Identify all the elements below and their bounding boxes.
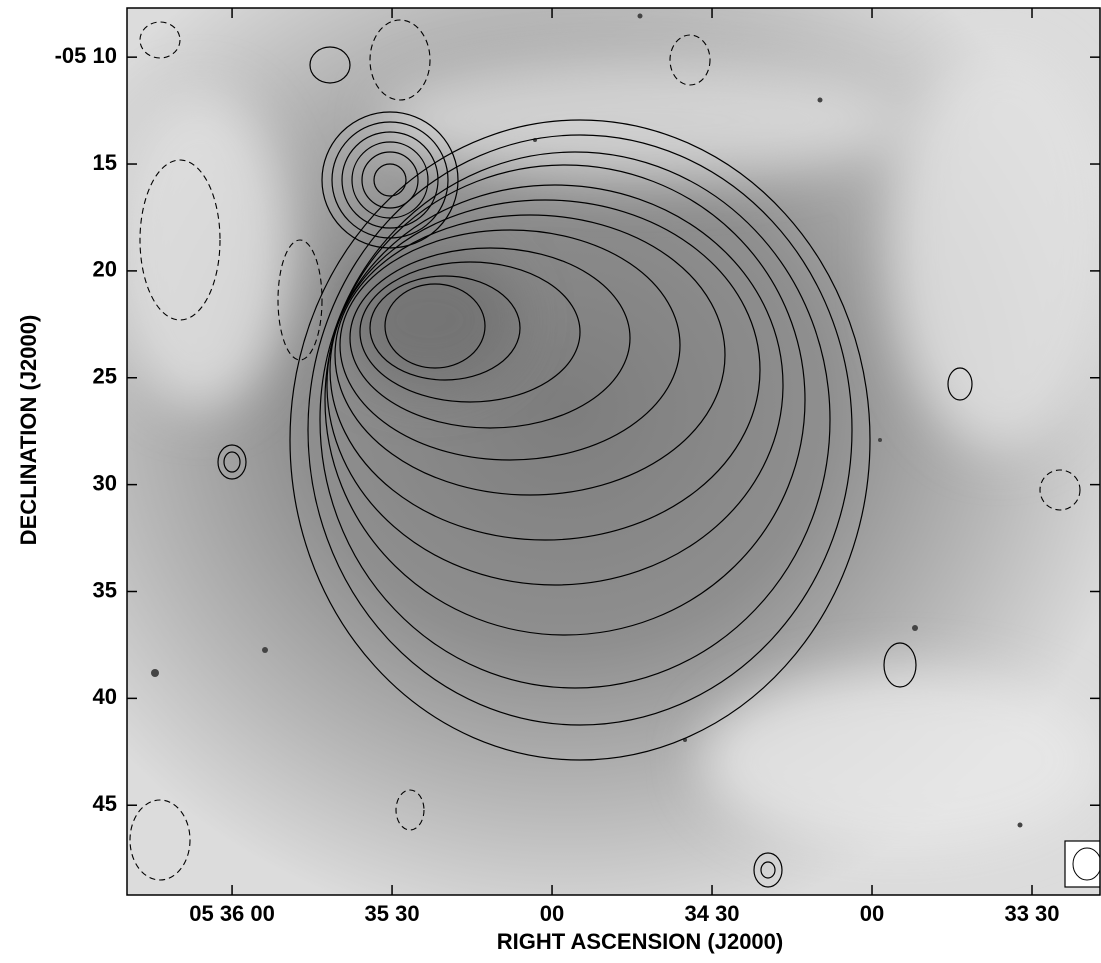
- y-tick-label: 40: [93, 684, 117, 709]
- y-tick-label: -05 10: [55, 43, 117, 68]
- y-tick-label: 15: [93, 150, 117, 175]
- y-tick-label: 20: [93, 257, 117, 282]
- beam: [1072, 847, 1100, 881]
- x-tick-label: 05 36 00: [189, 901, 275, 926]
- y-axis-label: DECLINATION (J2000): [16, 315, 41, 546]
- x-tick-label: 34 30: [684, 901, 739, 926]
- x-tick-label: 00: [860, 901, 884, 926]
- x-tick-label: 00: [540, 901, 564, 926]
- y-tick-label: 35: [93, 577, 117, 602]
- contours: [129, 19, 1081, 888]
- x-tick-label: 35 30: [365, 901, 420, 926]
- beam-box: [1064, 840, 1100, 888]
- y-tick-label: 45: [93, 791, 117, 816]
- y-tick-label: 25: [93, 364, 117, 389]
- x-tick-label: 33 30: [1004, 901, 1059, 926]
- y-tick-label: 30: [93, 470, 117, 495]
- sky-image: [127, 8, 1100, 895]
- frame: [126, 7, 1101, 896]
- stars: [151, 13, 1023, 828]
- x-axis-label: RIGHT ASCENSION (J2000): [497, 929, 783, 954]
